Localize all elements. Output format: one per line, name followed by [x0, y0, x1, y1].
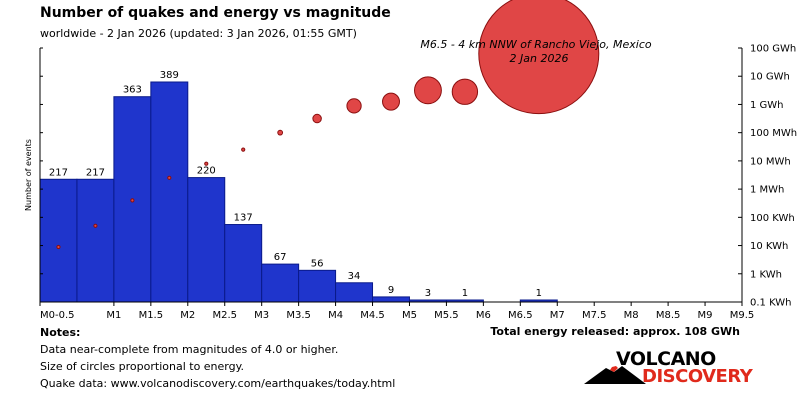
x-tick-label: M6.5 — [508, 310, 533, 321]
x-tick-label: M6 — [476, 310, 491, 321]
volcano-icon — [584, 366, 646, 384]
energy-bubble — [56, 244, 61, 250]
bar-M2.5-3 — [224, 224, 263, 303]
bar-M4-4.5 — [335, 282, 374, 303]
energy-tick-label: 10 KWh — [750, 241, 788, 252]
x-axis-ticks: M0-0.5 M1 M1.5 M2 M2.5 M3 M3.5 M4 M4.5 M5 M5.5 M6 M6… — [39, 302, 755, 321]
bar-M2-2.5 — [187, 177, 226, 303]
energy-tick-label: 1 GWh — [750, 100, 784, 111]
energy-bubble — [167, 175, 172, 180]
bar-series — [39, 81, 558, 303]
bar-value-label: 137 — [234, 213, 253, 224]
energy-tick-label: 100 KWh — [750, 213, 795, 224]
bar-value-labels: 217 217 363 389 220 137 67 56 34 9 3 1 1 — [49, 70, 542, 299]
x-tick-label: M3.5 — [286, 310, 311, 321]
chart-subtitle: worldwide - 2 Jan 2026 (updated: 3 Jan 2… — [40, 27, 357, 40]
x-tick-label: M1 — [106, 310, 121, 321]
energy-bubble — [130, 198, 135, 203]
volcanodiscovery-logo: VOLCANO DISCOVERY — [584, 348, 756, 388]
bar-M4.5-5 — [372, 296, 410, 303]
bar-M0-0.5 — [39, 178, 78, 303]
axes — [39, 47, 743, 303]
notes: Notes: Data near-complete from magnitude… — [40, 324, 395, 392]
chart-title: Number of quakes and energy vs magnitude — [40, 5, 391, 21]
energy-bubble — [93, 223, 98, 228]
energy-bubble — [346, 98, 362, 114]
bar-M3-3.5 — [261, 263, 300, 303]
energy-bubble-series — [56, 0, 600, 250]
energy-tick-label: 0.1 KWh — [750, 298, 792, 309]
bar-value-label: 9 — [388, 285, 394, 296]
bar-value-label: 389 — [160, 70, 179, 81]
x-tick-label: M0-0.5 — [40, 310, 75, 321]
energy-bubble — [204, 161, 209, 166]
bar-value-label: 34 — [348, 271, 361, 282]
x-tick-label: M8 — [624, 310, 639, 321]
bar-value-label: 3 — [425, 288, 431, 299]
energy-tick-label: 1 MWh — [750, 185, 784, 196]
bar-value-label: 363 — [123, 85, 142, 96]
notes-line: Data near-complete from magnitudes of 4.… — [40, 343, 339, 356]
x-tick-label: M3 — [254, 310, 269, 321]
x-tick-label: M1.5 — [139, 310, 164, 321]
x-tick-label: M2 — [180, 310, 195, 321]
x-tick-label: M5.5 — [434, 310, 459, 321]
bar-value-label: 56 — [311, 258, 324, 269]
annotation-line-2: 2 Jan 2026 — [510, 52, 569, 65]
energy-bubble — [478, 0, 600, 115]
x-tick-label: M4.5 — [360, 310, 385, 321]
energy-tick-label: 1 KWh — [750, 269, 782, 280]
x-tick-label: M8.5 — [656, 310, 681, 321]
x-tick-label: M4 — [328, 310, 343, 321]
x-tick-label: M7.5 — [582, 310, 607, 321]
logo-word-discovery: DISCOVERY — [642, 366, 753, 387]
energy-bubble — [277, 129, 284, 136]
notes-title: Notes: — [40, 326, 81, 339]
y-axis-label: Number of events — [24, 139, 33, 211]
x-tick-label: M5 — [402, 310, 417, 321]
total-energy: Total energy released: approx. 108 GWh — [490, 325, 740, 338]
energy-bubble — [414, 76, 442, 105]
x-tick-label: M2.5 — [212, 310, 237, 321]
bar-value-label: 217 — [86, 167, 105, 178]
x-tick-label: M9.5 — [730, 310, 755, 321]
bar-value-label: 220 — [197, 166, 216, 177]
bar-M3.5-4 — [298, 269, 337, 303]
bar-value-label: 1 — [536, 288, 542, 299]
x-tick-label: M9 — [698, 310, 713, 321]
energy-axis-ticks: 0.1 KWh 1 KWh 10 KWh 100 KWh 1 MWh 10 MWh 100 … — [738, 44, 797, 309]
bar-M1.5-2 — [150, 81, 189, 303]
energy-bubble — [382, 92, 400, 111]
energy-bubble — [241, 147, 246, 152]
bar-value-label: 67 — [274, 252, 287, 263]
logo-word-volcano: VOLCANO — [616, 348, 716, 370]
energy-bubble — [451, 78, 479, 105]
energy-bubble — [312, 113, 322, 124]
notes-line: Size of circles proportional to energy. — [40, 360, 245, 373]
energy-tick-label: 100 GWh — [750, 44, 796, 55]
bar-M0.5-1 — [76, 178, 115, 303]
notes-line: Quake data: www.volcanodiscovery.com/ear… — [40, 377, 396, 390]
x-tick-label: M7 — [550, 310, 565, 321]
annotation-line-1: M6.5 - 4 km NNW of Rancho Viejo, Mexico — [420, 38, 652, 51]
energy-tick-label: 10 MWh — [750, 156, 791, 167]
bar-value-label: 1 — [462, 288, 468, 299]
energy-tick-label: 100 MWh — [750, 128, 797, 139]
bar-value-label: 217 — [49, 167, 68, 178]
energy-tick-label: 10 GWh — [750, 72, 790, 83]
